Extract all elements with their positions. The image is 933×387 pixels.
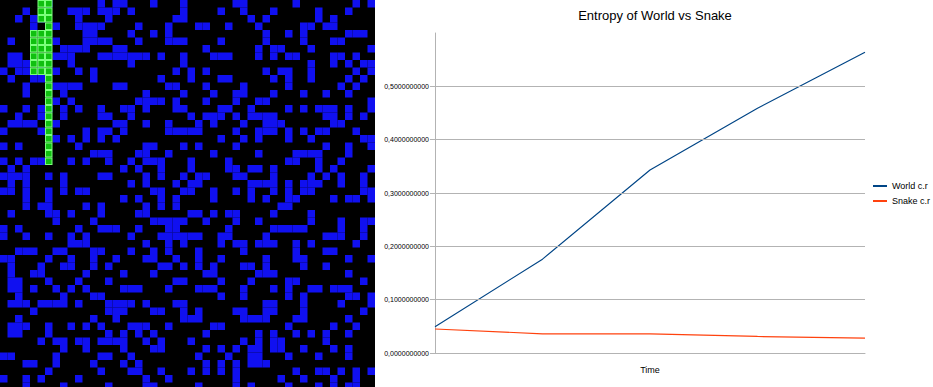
svg-text:0,2000000000: 0,2000000000	[384, 243, 429, 250]
svg-text:Time: Time	[640, 365, 660, 375]
svg-text:0,3000000000: 0,3000000000	[384, 190, 429, 197]
svg-text:0,5000000000: 0,5000000000	[384, 83, 429, 90]
svg-text:World c.r: World c.r	[892, 181, 928, 191]
svg-text:0,1000000000: 0,1000000000	[384, 296, 429, 303]
svg-text:0,0000000000: 0,0000000000	[384, 350, 429, 357]
svg-text:Entropy of World vs Snake: Entropy of World vs Snake	[578, 8, 732, 23]
svg-text:Snake c.r: Snake c.r	[892, 196, 930, 206]
svg-text:0,4000000000: 0,4000000000	[384, 136, 429, 143]
